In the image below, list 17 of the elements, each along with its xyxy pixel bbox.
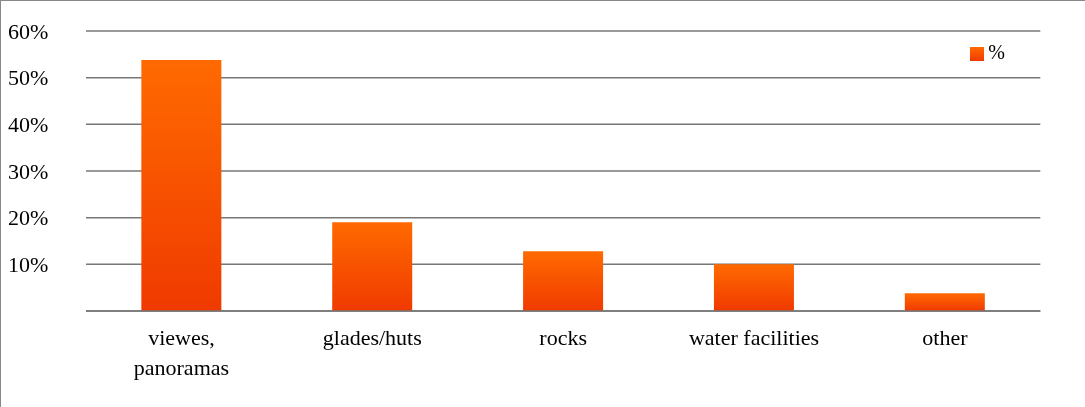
- legend-label: %: [988, 41, 1005, 63]
- y-tick-label: 20%: [8, 205, 49, 231]
- bar: [141, 59, 222, 311]
- y-tick-label: 40%: [8, 112, 49, 138]
- y-tick-label: 50%: [8, 65, 49, 91]
- bar: [713, 264, 794, 311]
- bar: [523, 251, 604, 311]
- x-tick-label: glades/huts: [322, 325, 422, 350]
- x-tick-label: viewes, panoramas: [133, 325, 230, 380]
- y-tick-label: 30%: [8, 158, 49, 184]
- bar: [332, 222, 413, 311]
- x-tick-label: other: [922, 325, 969, 350]
- y-tick-label: 10%: [8, 252, 49, 278]
- bar: [904, 293, 985, 311]
- y-tick-label: 60%: [8, 18, 49, 44]
- x-tick-label: water facilities: [688, 325, 820, 350]
- x-tick-label: rocks: [539, 325, 587, 350]
